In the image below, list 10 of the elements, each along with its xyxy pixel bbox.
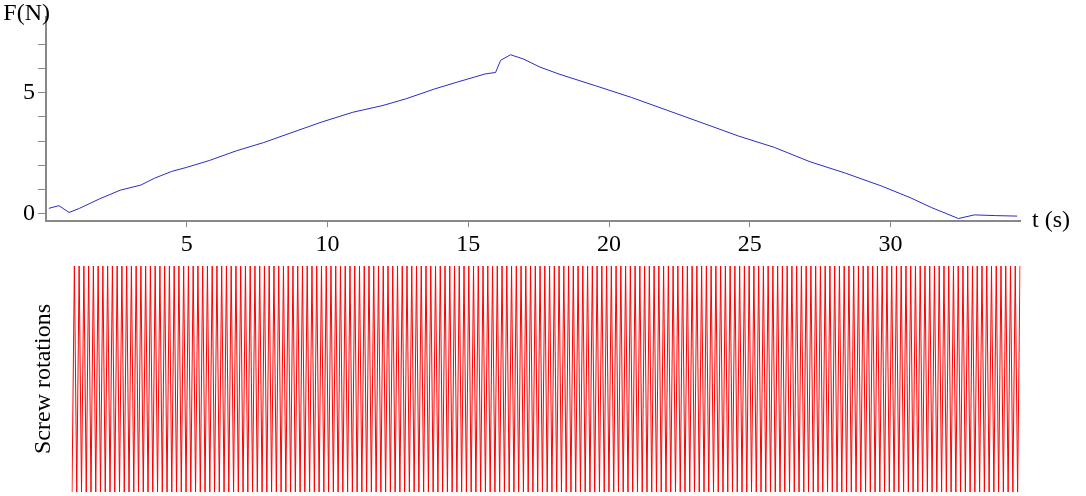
y-axis-title: F(N): [3, 0, 50, 26]
x-tick-label: 25: [737, 229, 762, 256]
x-tick-label: 20: [597, 229, 622, 256]
x-tick-label: 5: [180, 229, 193, 256]
x-tick-label: 30: [878, 229, 903, 256]
x-tick-label: 15: [456, 229, 481, 256]
y-axis-title: Screw rotations: [29, 304, 56, 454]
x-axis-title: t (s): [1032, 206, 1070, 233]
x-tick-label: 10: [315, 229, 340, 256]
y-tick-label: 0: [23, 199, 35, 226]
